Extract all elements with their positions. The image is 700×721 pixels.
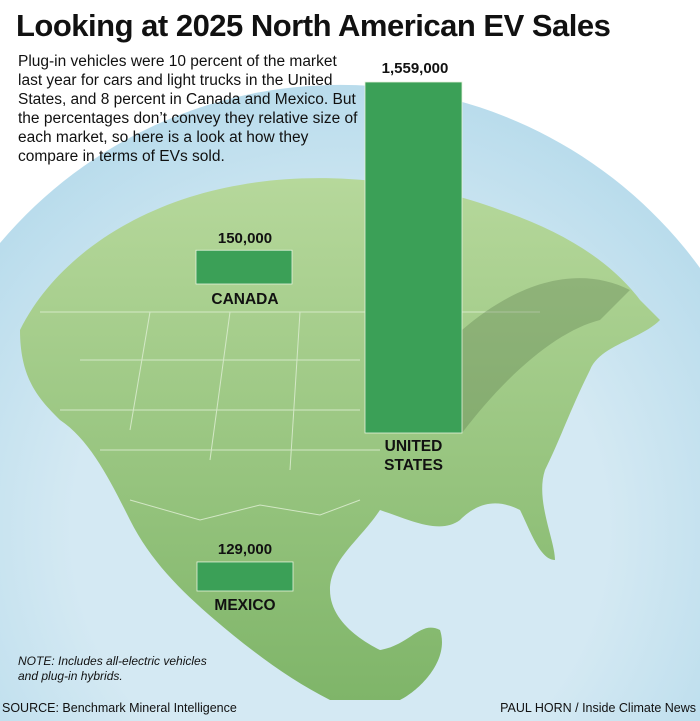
source: SOURCE: Benchmark Mineral Intelligence <box>2 701 237 715</box>
category-label-mexico: MEXICO <box>214 597 276 614</box>
value-label-mexico: 129,000 <box>217 541 273 558</box>
bar-canada <box>195 249 293 285</box>
value-label-united-states: 1,559,000 <box>381 60 449 77</box>
north-america-land <box>20 178 660 701</box>
category-label-canada: CANADA <box>211 291 279 308</box>
bar-shadow <box>462 278 630 433</box>
note: NOTE: Includes all-electric vehicles and… <box>18 654 207 683</box>
bar-united-states <box>364 81 463 434</box>
bar-mexico <box>196 561 294 592</box>
category-label-united-states: UNITED STATES <box>384 438 443 474</box>
chart-description: Plug-in vehicles were 10 percent of the … <box>18 53 358 165</box>
chart-title: Looking at 2025 North American EV Sales <box>16 8 611 43</box>
value-label-canada: 150,000 <box>217 230 273 247</box>
credit: PAUL HORN / Inside Climate News <box>500 701 696 715</box>
